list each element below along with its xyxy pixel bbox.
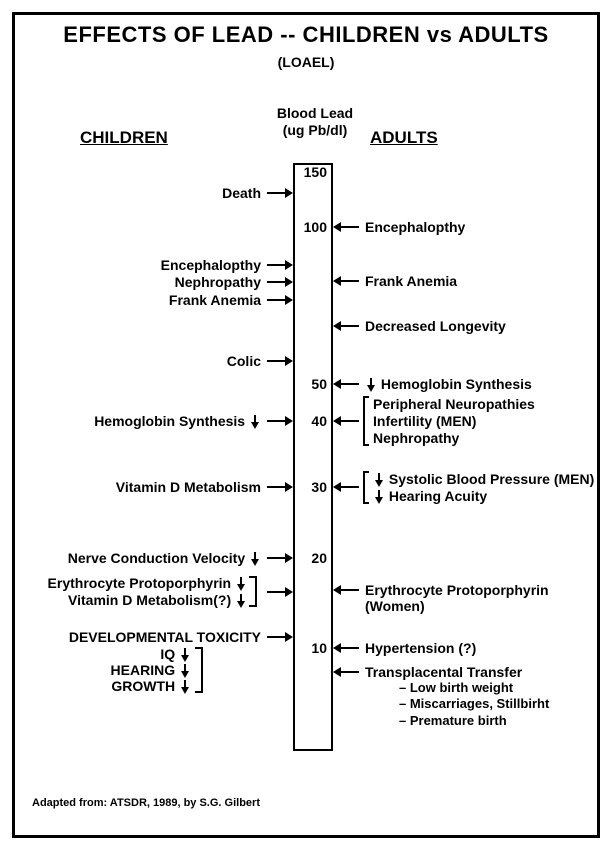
adults-effect: Decreased Longevity: [365, 318, 506, 334]
children-effect: IQ: [160, 646, 191, 662]
adults-effect: Peripheral Neuropathies: [373, 396, 535, 412]
scale-column: [293, 163, 333, 751]
children-effect: HEARING: [111, 662, 191, 678]
children-effect: Death: [222, 185, 261, 201]
adults-effect: Infertility (MEN): [373, 413, 476, 429]
adults-effect: Hemoglobin Synthesis: [365, 376, 532, 392]
citation: Adapted from: ATSDR, 1989, by S.G. Gilbe…: [32, 797, 260, 809]
adults-effect: Encephalopthy: [365, 219, 465, 235]
axis-label-line2: (ug Pb/dl): [250, 122, 380, 138]
scale-tick: 20: [299, 550, 327, 566]
children-header: CHILDREN: [80, 128, 168, 148]
adults-effect: Frank Anemia: [365, 273, 457, 289]
children-effect: Vitamin D Metabolism(?): [68, 592, 247, 608]
scale-tick: 100: [299, 219, 327, 235]
scale-tick: 50: [299, 376, 327, 392]
bracket-icon: [363, 471, 369, 504]
bracket-icon: [249, 576, 257, 607]
children-effect: Erythrocyte Protoporphyrin: [48, 575, 247, 591]
adults-effect: Nephropathy: [373, 430, 459, 446]
children-effect: Nerve Conduction Velocity: [68, 550, 261, 566]
subtitle: (LOAEL): [0, 54, 612, 70]
scale-tick: 40: [299, 413, 327, 429]
adults-header: ADULTS: [370, 128, 438, 148]
children-effect: Encephalopthy: [161, 257, 261, 273]
children-effect: Colic: [227, 353, 261, 369]
adults-effect: Erythrocyte Protoporphyrin(Women): [365, 582, 549, 614]
adults-effect: Hearing Acuity: [373, 488, 487, 504]
scale-tick: 30: [299, 479, 327, 495]
children-effect: Vitamin D Metabolism: [116, 479, 261, 495]
adults-effect: Transplacental Transfer: [365, 664, 522, 680]
children-effect: Hemoglobin Synthesis: [94, 413, 261, 429]
children-effect: GROWTH: [111, 678, 191, 694]
bracket-icon: [195, 647, 203, 693]
children-effect: Frank Anemia: [169, 292, 261, 308]
scale-tick: 150: [299, 164, 327, 180]
bracket-icon: [363, 396, 369, 446]
scale-tick: 10: [299, 640, 327, 656]
adults-effect: Systolic Blood Pressure (MEN): [373, 471, 594, 487]
main-title: EFFECTS OF LEAD -- CHILDREN vs ADULTS: [0, 22, 612, 48]
children-effect: Nephropathy: [175, 274, 261, 290]
adults-effect: Hypertension (?): [365, 640, 476, 656]
adults-effect-sublist: Low birth weightMiscarriages, Stillbirht…: [399, 680, 549, 729]
children-effect: DEVELOPMENTAL TOXICITY: [69, 629, 261, 645]
axis-label-line1: Blood Lead: [250, 105, 380, 121]
